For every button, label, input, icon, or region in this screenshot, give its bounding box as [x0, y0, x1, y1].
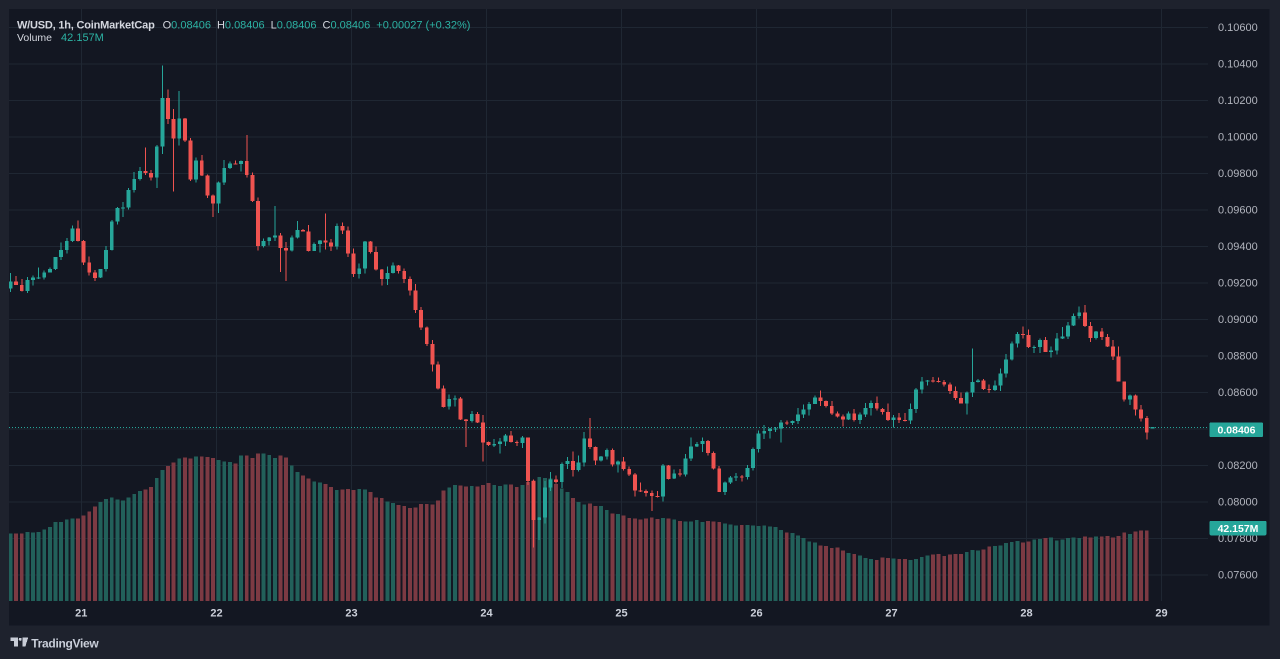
- svg-text:27: 27: [885, 608, 897, 620]
- svg-text:0.10200: 0.10200: [1218, 95, 1258, 107]
- svg-text:26: 26: [750, 608, 762, 620]
- svg-text:25: 25: [615, 608, 627, 620]
- svg-text:0.09600: 0.09600: [1218, 205, 1258, 217]
- svg-text:0.08800: 0.08800: [1218, 351, 1258, 363]
- svg-text:24: 24: [480, 608, 493, 620]
- svg-text:0.08000: 0.08000: [1218, 497, 1258, 509]
- svg-text:29: 29: [1155, 608, 1167, 620]
- svg-text:0.09000: 0.09000: [1218, 314, 1258, 326]
- svg-text:22: 22: [210, 608, 222, 620]
- svg-text:0.10000: 0.10000: [1218, 132, 1258, 144]
- svg-text:0.10400: 0.10400: [1218, 59, 1258, 71]
- svg-text:0.08600: 0.08600: [1218, 387, 1258, 399]
- svg-text:0.07600: 0.07600: [1218, 570, 1258, 582]
- svg-text:0.09800: 0.09800: [1218, 168, 1258, 180]
- svg-text:0.08406: 0.08406: [1218, 425, 1256, 437]
- svg-text:TradingView: TradingView: [31, 636, 99, 650]
- svg-text:0.09200: 0.09200: [1218, 278, 1258, 290]
- svg-text:21: 21: [75, 608, 87, 620]
- svg-text:0.07800: 0.07800: [1218, 533, 1258, 545]
- svg-text:42.157M: 42.157M: [1218, 523, 1259, 535]
- svg-text:0.08200: 0.08200: [1218, 460, 1258, 472]
- svg-text:0.09400: 0.09400: [1218, 241, 1258, 253]
- svg-text:0.10600: 0.10600: [1218, 22, 1258, 34]
- svg-text:23: 23: [345, 608, 357, 620]
- svg-text:28: 28: [1020, 608, 1032, 620]
